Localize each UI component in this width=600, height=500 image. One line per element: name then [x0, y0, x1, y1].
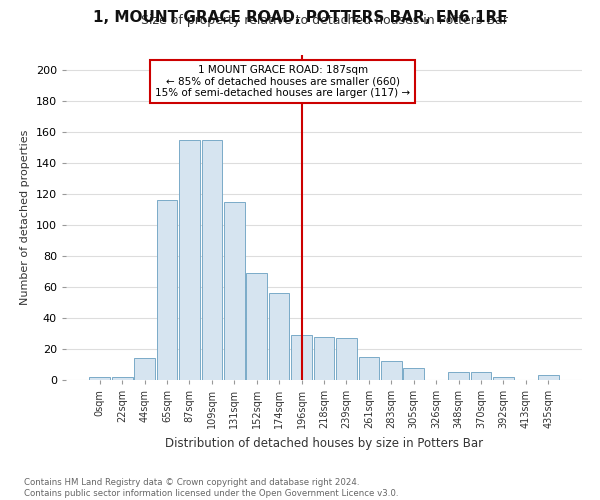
Bar [224, 202, 245, 380]
Bar [134, 358, 155, 380]
Y-axis label: Number of detached properties: Number of detached properties [20, 130, 30, 305]
Bar [359, 357, 379, 380]
Text: Contains HM Land Registry data © Crown copyright and database right 2024.
Contai: Contains HM Land Registry data © Crown c… [24, 478, 398, 498]
Bar [112, 377, 133, 380]
Bar [291, 335, 312, 380]
Bar [89, 377, 110, 380]
Bar [336, 338, 357, 380]
Bar [470, 372, 491, 380]
X-axis label: Distribution of detached houses by size in Potters Bar: Distribution of detached houses by size … [165, 436, 483, 450]
Bar [493, 377, 514, 380]
Bar [247, 273, 267, 380]
Bar [448, 372, 469, 380]
Title: Size of property relative to detached houses in Potters Bar: Size of property relative to detached ho… [140, 14, 508, 28]
Bar [202, 140, 222, 380]
Bar [269, 294, 289, 380]
Bar [538, 376, 559, 380]
Bar [381, 362, 401, 380]
Bar [403, 368, 424, 380]
Bar [157, 200, 178, 380]
Text: 1, MOUNT GRACE ROAD, POTTERS BAR, EN6 1RE: 1, MOUNT GRACE ROAD, POTTERS BAR, EN6 1R… [92, 10, 508, 25]
Bar [314, 336, 334, 380]
Text: 1 MOUNT GRACE ROAD: 187sqm
← 85% of detached houses are smaller (660)
15% of sem: 1 MOUNT GRACE ROAD: 187sqm ← 85% of deta… [155, 64, 410, 98]
Bar [179, 140, 200, 380]
